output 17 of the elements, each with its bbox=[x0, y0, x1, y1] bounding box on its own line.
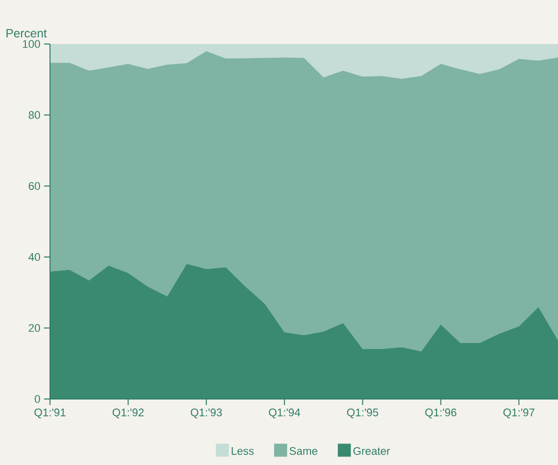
y-axis-title: Percent bbox=[6, 29, 47, 38]
legend-label: Greater bbox=[353, 447, 390, 455]
x-tick-label: Q1:'93 bbox=[190, 408, 222, 418]
x-tick-label: Q1:'92 bbox=[112, 408, 144, 418]
y-tick-label: 60 bbox=[28, 182, 40, 190]
y-tick-label: 0 bbox=[34, 395, 40, 403]
x-tick-label: Q1:'96 bbox=[425, 408, 456, 418]
x-tick-label: Q1:'94 bbox=[268, 408, 300, 418]
x-tick-label: Q1:'97 bbox=[503, 408, 534, 418]
x-tick-label: Q1:'91 bbox=[34, 408, 66, 418]
y-tick-label: 100 bbox=[22, 40, 40, 48]
legend-label: Same bbox=[290, 447, 318, 455]
y-tick-label: 80 bbox=[28, 111, 40, 119]
y-tick-label: 20 bbox=[28, 324, 40, 332]
y-tick-label: 40 bbox=[28, 253, 40, 261]
x-tick-label: Q1:'95 bbox=[347, 408, 378, 418]
legend-label: Less bbox=[232, 447, 254, 455]
